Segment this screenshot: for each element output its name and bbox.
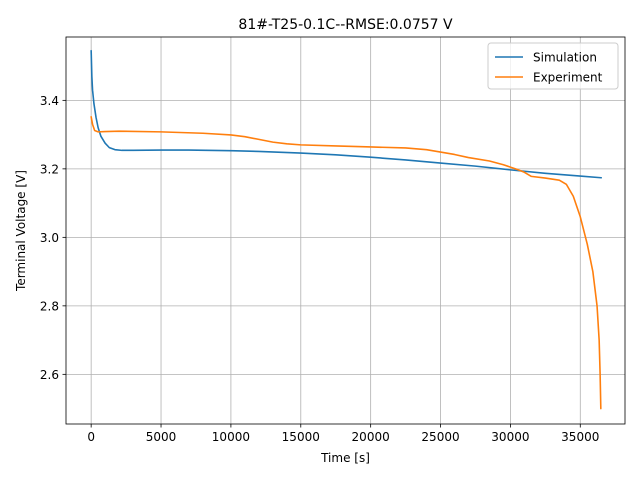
y-tick-label: 3.4 [40, 94, 59, 108]
legend: Simulation Experiment [487, 42, 619, 90]
x-tick-label: 25000 [421, 430, 459, 444]
y-tick-label: 2.8 [40, 299, 59, 313]
legend-label-simulation: Simulation [533, 51, 597, 65]
x-tick-label: 10000 [212, 430, 250, 444]
x-tick-label: 5000 [146, 430, 177, 444]
chart-title: 81#-T25-0.1C--RMSE:0.0757 V [238, 17, 453, 33]
series-line-simulation [90, 49, 603, 179]
x-tick-label: 0 [87, 430, 95, 444]
x-tick-label: 35000 [561, 430, 599, 444]
x-axis-label: Time [s] [320, 451, 370, 465]
y-tick-label: 3.0 [40, 231, 59, 245]
y-tick-label: 2.6 [40, 368, 59, 382]
series-lines [90, 49, 603, 410]
plot-frame [65, 36, 626, 425]
series-line-experiment [90, 116, 602, 410]
y-axis-label: Terminal Voltage [V] [14, 170, 28, 292]
y-tick-label: 3.2 [40, 162, 59, 176]
grid-lines [66, 37, 625, 424]
x-tick-label: 20000 [352, 430, 390, 444]
axis-ticks: 0 5000 10000 15000 20000 25000 30000 35000 2.6 2.… [40, 94, 599, 444]
x-tick-label: 15000 [282, 430, 320, 444]
x-tick-label: 30000 [491, 430, 529, 444]
legend-label-experiment: Experiment [533, 71, 603, 85]
